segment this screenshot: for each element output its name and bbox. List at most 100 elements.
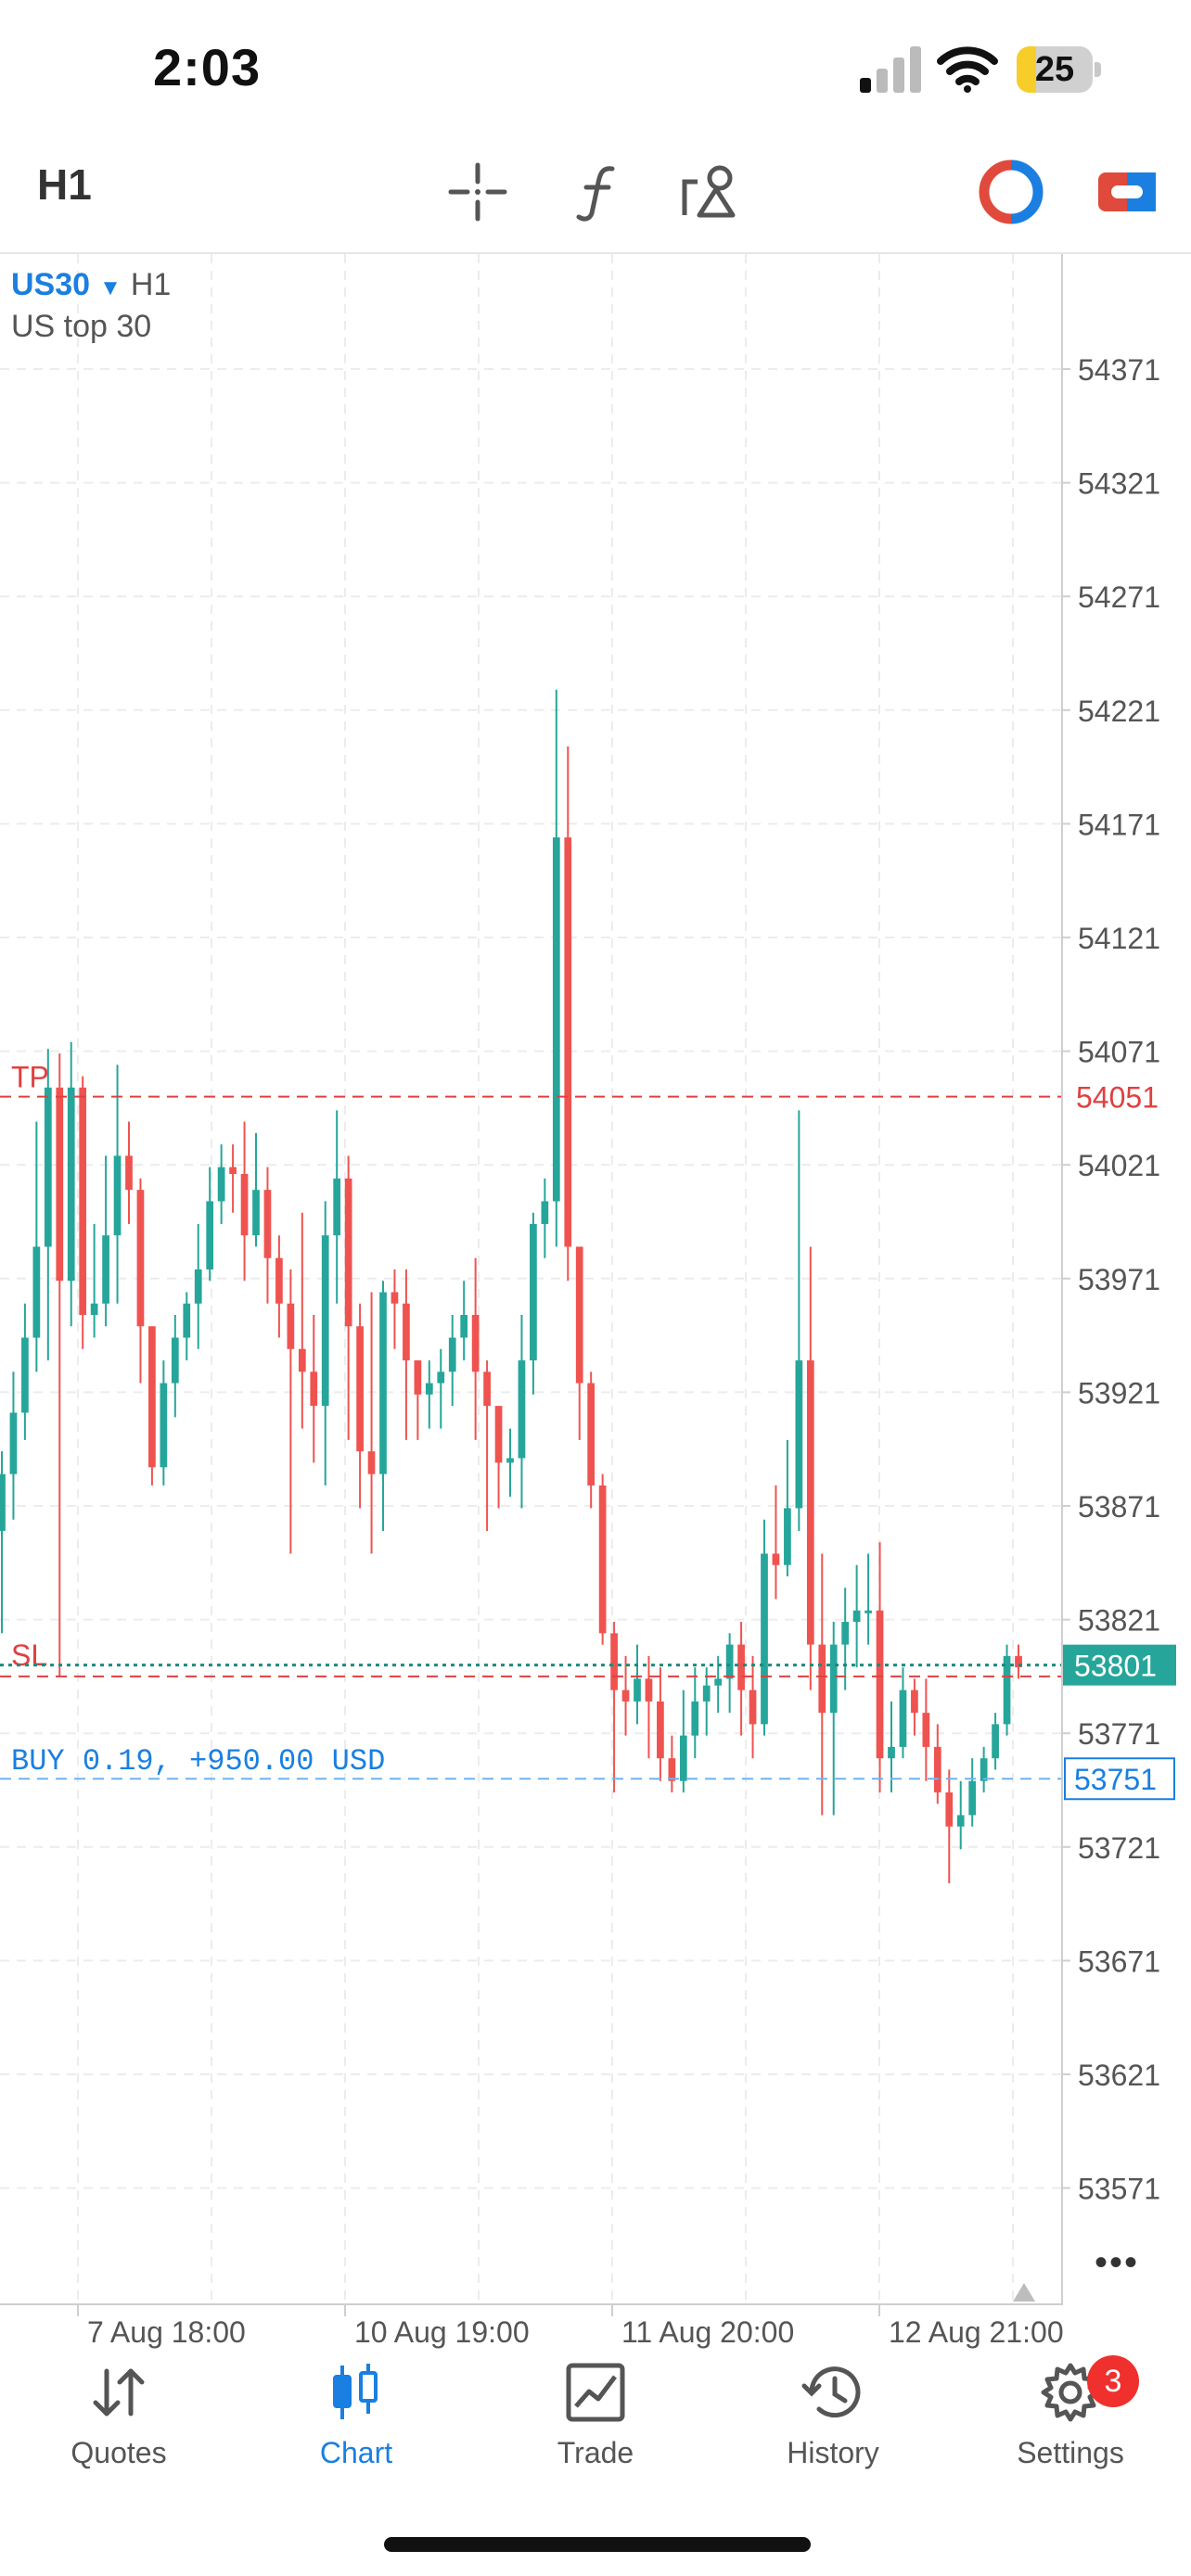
battery-fill <box>1017 46 1036 93</box>
candle-body <box>67 1087 75 1282</box>
candle-body <box>460 1315 468 1338</box>
candle-body <box>922 1713 930 1747</box>
price-axis-label: 53571 <box>1078 2173 1160 2206</box>
candle-body <box>494 1406 503 1463</box>
tab-label-settings: Settings <box>1017 2436 1124 2469</box>
candle-body <box>621 1690 630 1702</box>
candle-body <box>911 1690 918 1714</box>
price-axis-label: 53871 <box>1078 1490 1160 1524</box>
candle-body <box>217 1167 225 1202</box>
crosshair-icon[interactable] <box>445 159 510 224</box>
candle-body <box>657 1701 664 1759</box>
take-profit-label: TP <box>11 1061 49 1094</box>
price-axis-label: 54271 <box>1078 580 1160 614</box>
candle-body <box>980 1758 988 1781</box>
stop-loss-label: SL <box>11 1639 47 1672</box>
candle-body <box>56 1087 64 1282</box>
objects-icon[interactable] <box>677 159 742 224</box>
price-axis-label: 53621 <box>1078 2059 1160 2092</box>
bid-price-value: 53801 <box>1074 1650 1157 1683</box>
price-chart[interactable]: TP 54051 SL 53801 BUY 0.19, +950.00 USD 53751… <box>0 254 1191 2359</box>
chart-icon <box>333 2364 378 2419</box>
trade-icon <box>566 2363 625 2422</box>
tab-settings[interactable]: Settings <box>968 2360 1172 2499</box>
symbol-description: US top 30 <box>11 309 152 344</box>
time-axis-label: 10 Aug 19:00 <box>354 2315 530 2349</box>
tab-label-trade: Trade <box>557 2436 634 2469</box>
candle-body <box>552 837 560 1202</box>
candle-body <box>634 1678 641 1702</box>
price-axis-label: 53671 <box>1078 1945 1160 1978</box>
price-levels: TP 54051 SL 53801 BUY 0.19, +950.00 USD 53751 <box>0 1061 1176 2302</box>
candle-body <box>1015 1655 1022 1668</box>
tab-label-chart: Chart <box>319 2436 393 2469</box>
price-axis-label: 54371 <box>1078 353 1160 387</box>
candle-body <box>541 1201 549 1224</box>
symbol-timeframe: H1 <box>130 267 172 302</box>
candle-body <box>587 1383 596 1486</box>
tab-trade[interactable]: Trade <box>493 2360 698 2499</box>
candle-body <box>194 1269 202 1304</box>
candle-body <box>425 1383 433 1395</box>
time-axis-label: 7 Aug 18:00 <box>87 2315 246 2349</box>
candle-body <box>933 1746 941 1792</box>
candle-body <box>0 1473 6 1531</box>
timeframe-button[interactable]: H1 <box>37 160 92 209</box>
candle-body <box>79 1087 87 1316</box>
candle-body <box>148 1326 156 1468</box>
price-axis-label: 53821 <box>1078 1604 1160 1638</box>
candle-body <box>206 1201 214 1269</box>
candle-body <box>968 1780 977 1816</box>
candle-body <box>737 1644 745 1690</box>
one-click-trading-icon[interactable] <box>979 159 1044 224</box>
price-axis-label: 53721 <box>1078 1831 1160 1865</box>
wifi-icon <box>937 46 998 93</box>
candle-body <box>356 1326 364 1452</box>
price-axis: 54371 54321 54271 54221 54171 54121 54071 54021… <box>1061 353 1160 2206</box>
price-axis-label: 54221 <box>1078 695 1160 728</box>
price-axis-label: 54071 <box>1078 1036 1160 1069</box>
price-axis-label: 53971 <box>1078 1263 1160 1296</box>
symbol-name[interactable]: US30 <box>11 267 91 302</box>
price-axis-label: 54321 <box>1078 467 1160 501</box>
time-axis: 7 Aug 18:00 10 Aug 19:00 11 Aug 20:00 12 Au… <box>77 2303 1064 2349</box>
candle-body <box>702 1685 711 1702</box>
chart-area[interactable] <box>0 254 1063 2305</box>
candle-body <box>714 1678 723 1686</box>
candle-body <box>171 1337 179 1384</box>
trade-panel-icon[interactable] <box>1095 159 1159 224</box>
time-axis-label: 12 Aug 21:00 <box>889 2315 1064 2349</box>
indicators-icon[interactable] <box>566 159 631 224</box>
candle-body <box>992 1724 999 1759</box>
candle-body <box>275 1257 283 1304</box>
tab-label-quotes: Quotes <box>70 2436 167 2469</box>
home-indicator <box>384 2537 811 2552</box>
tab-chart[interactable]: Chart <box>254 2360 458 2499</box>
cellular-signal-icon <box>860 46 921 93</box>
candle-body <box>229 1167 237 1175</box>
candle-body <box>321 1235 329 1407</box>
tab-quotes[interactable]: Quotes <box>17 2360 221 2499</box>
bid-price-tag <box>1063 1644 1176 1686</box>
take-profit-price: 54051 <box>1076 1081 1159 1115</box>
tab-history[interactable]: History <box>731 2360 935 2499</box>
candle-body <box>1003 1655 1011 1725</box>
settings-notification-badge: 3 <box>1087 2355 1139 2407</box>
candle-body <box>530 1223 537 1361</box>
candle-body <box>240 1174 249 1236</box>
more-options-button[interactable]: ••• <box>1095 2242 1140 2283</box>
price-axis-label: 54171 <box>1078 808 1160 841</box>
candle-body <box>344 1178 352 1327</box>
candle-body <box>333 1178 341 1236</box>
candle-body <box>483 1371 491 1407</box>
tab-label-history: History <box>787 2436 879 2469</box>
battery-indicator: 25 <box>1017 46 1102 93</box>
candle-body <box>391 1292 399 1304</box>
symbol-dropdown-caret-icon[interactable]: ▼ <box>99 275 122 300</box>
candle-body <box>564 837 572 1247</box>
candle-body <box>668 1758 676 1781</box>
candle-body <box>725 1644 734 1679</box>
symbol-selector[interactable]: US30 ▼ H1 <box>11 267 171 303</box>
candle-body <box>829 1644 838 1714</box>
candle-body <box>772 1553 780 1565</box>
